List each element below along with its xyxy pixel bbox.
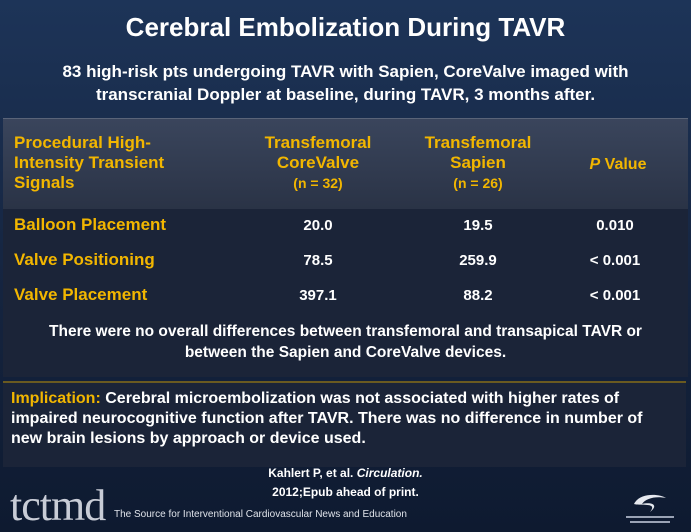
citation-journal: Circulation.	[356, 466, 423, 480]
foundation-logo	[626, 494, 674, 523]
logo: tctmd	[10, 481, 106, 530]
header-cell: P Value	[558, 155, 678, 175]
table-header: Procedural High-Intensity Transient Sign…	[3, 119, 688, 209]
row-label: Valve Positioning	[14, 250, 155, 269]
implication-label: Implication:	[11, 390, 101, 407]
citation: Kahlert P, et al. Circulation. 2012;Epub…	[0, 464, 691, 502]
header-cell: Transfemoral Sapien (n = 26)	[408, 133, 548, 193]
table-cell: < 0.001	[589, 287, 641, 304]
header-title: Value	[604, 156, 647, 173]
table-cell: 19.5	[463, 217, 493, 234]
table-cell: 397.1	[299, 287, 337, 304]
citation-authors: Kahlert P, et al.	[268, 466, 354, 480]
table-cell: 88.2	[463, 287, 493, 304]
header-n: (n = 26)	[453, 175, 503, 191]
header-italic: P	[589, 156, 601, 173]
header-cell: Transfemoral CoreValve (n = 32)	[248, 133, 388, 193]
title: Cerebral Embolization During TAVR	[125, 12, 566, 42]
table-note: There were no overall differences betwee…	[49, 323, 642, 361]
header-n: (n = 32)	[293, 175, 343, 191]
tagline: The Source for Interventional Cardiovasc…	[114, 509, 407, 520]
table-cell: 259.9	[459, 252, 497, 269]
citation-details: 2012;Epub ahead of print.	[272, 485, 419, 499]
table-cell: < 0.001	[589, 252, 641, 269]
row-label: Balloon Placement	[14, 215, 167, 234]
table-cell: 0.010	[596, 217, 634, 234]
header-title: Transfemoral CoreValve	[264, 133, 372, 172]
subtitle: 83 high-risk pts undergoing TAVR with Sa…	[62, 62, 629, 104]
header-cell: Procedural High-Intensity Transient Sign…	[14, 133, 165, 192]
table: Procedural High-Intensity Transient Sign…	[3, 118, 688, 377]
implication-text: Cerebral microembolization was not assoc…	[11, 390, 643, 447]
table-cell: 78.5	[303, 252, 333, 269]
header-title: Transfemoral Sapien	[424, 133, 532, 172]
implication-box: Implication: Cerebral microembolization …	[3, 381, 686, 467]
table-cell: 20.0	[303, 217, 333, 234]
row-label: Valve Placement	[14, 285, 148, 304]
